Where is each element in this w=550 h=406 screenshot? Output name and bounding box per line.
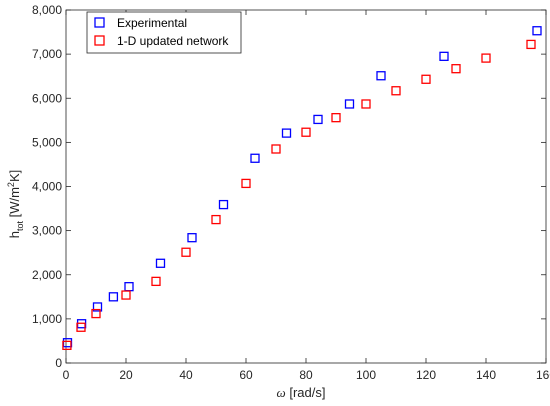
- data-point: [151, 276, 161, 287]
- data-point: [181, 247, 191, 257]
- y-tick-label: 6,000: [32, 91, 62, 105]
- series-1d-network: [62, 39, 536, 351]
- x-axis-title: ω [rad/s]: [277, 385, 326, 400]
- data-point: [331, 113, 341, 123]
- data-point: [62, 340, 72, 351]
- data-point: [376, 71, 386, 81]
- x-tick-label: 160: [536, 368, 550, 382]
- data-point: [241, 178, 251, 189]
- data-point: [250, 153, 260, 163]
- y-tick-label: 0: [55, 356, 62, 370]
- data-point: [121, 290, 131, 300]
- data-point: [124, 282, 134, 292]
- legend-label-network: 1-D updated network: [117, 34, 229, 48]
- data-point: [91, 308, 101, 319]
- y-tick-label: 1,000: [32, 312, 62, 326]
- data-point: [344, 99, 355, 109]
- data-point: [391, 86, 401, 96]
- axes: 0 20 40 60 80 100 120 140 160 0 1,000 2,000 3,000 4,0…: [32, 3, 550, 382]
- y-tick-label: 2,000: [32, 268, 62, 282]
- data-point: [421, 74, 431, 84]
- data-point: [313, 114, 323, 125]
- data-point: [218, 199, 229, 210]
- y-axis-title: htot [W/m2K]: [6, 170, 25, 239]
- data-point: [532, 26, 542, 36]
- x-tick-label: 80: [299, 368, 313, 382]
- y-tick-label: 5,000: [32, 135, 62, 149]
- data-point: [211, 214, 221, 225]
- legend-label-experimental: Experimental: [117, 16, 187, 30]
- y-tick-label: 3,000: [32, 224, 62, 238]
- data-point: [76, 322, 86, 332]
- legend-entry-experimental: Experimental: [94, 16, 187, 30]
- x-tick-label: 20: [119, 368, 133, 382]
- data-point: [526, 39, 536, 50]
- y-tick-label: 7,000: [32, 47, 62, 61]
- data-point: [155, 258, 166, 268]
- legend-marker-network: [94, 35, 105, 46]
- data-point: [439, 51, 449, 61]
- y-tick-label: 8,000: [32, 3, 62, 17]
- x-tick-label: 60: [239, 368, 253, 382]
- legend-entry-network: 1-D updated network: [94, 34, 229, 48]
- data-point: [187, 233, 197, 243]
- x-tick-label: 100: [356, 368, 376, 382]
- legend: Experimental 1-D updated network: [86, 11, 242, 54]
- legend-box: [86, 11, 242, 54]
- data-point: [92, 302, 103, 312]
- y-tick-label: 4,000: [32, 180, 62, 194]
- data-point: [301, 127, 311, 137]
- x-tick-label: 0: [63, 368, 70, 382]
- data-point: [108, 292, 119, 302]
- x-tick-label: 40: [179, 368, 193, 382]
- data-point: [361, 99, 371, 109]
- data-point: [271, 144, 281, 154]
- data-point: [281, 128, 292, 138]
- x-tick-label: 120: [416, 368, 436, 382]
- legend-marker-experimental: [94, 17, 105, 28]
- series-experimental: [62, 26, 542, 348]
- x-tick-label: 140: [476, 368, 496, 382]
- data-point: [481, 53, 491, 63]
- plot-frame: [65, 9, 547, 364]
- data-points: [62, 26, 542, 351]
- data-point: [451, 64, 461, 74]
